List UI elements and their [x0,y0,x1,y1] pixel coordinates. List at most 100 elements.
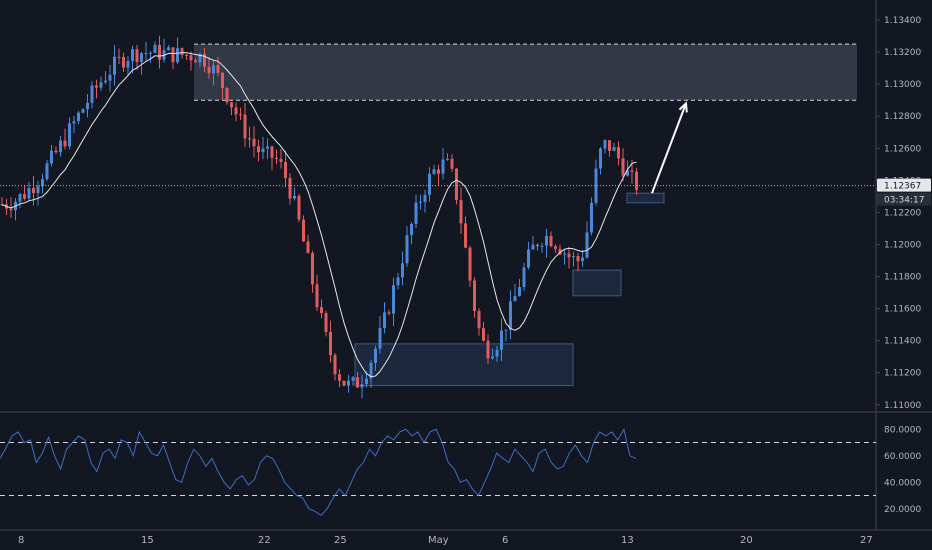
candle-body[interactable] [135,49,139,63]
candle-body[interactable] [167,47,170,51]
supply-zone[interactable] [194,44,857,101]
candle-body[interactable] [50,150,53,164]
candle-body[interactable] [180,48,184,55]
candle-body[interactable] [450,158,454,169]
candle-body[interactable] [369,362,373,379]
candle-body[interactable] [144,52,148,54]
candle-body[interactable] [108,74,112,81]
candle-body[interactable] [509,301,512,330]
candle-body[interactable] [518,286,521,296]
candle-body[interactable] [284,162,287,178]
candle-body[interactable] [324,313,328,332]
candle-body[interactable] [104,80,107,83]
candle-body[interactable] [455,168,458,200]
candle-body[interactable] [63,140,67,147]
candle-body[interactable] [212,65,215,74]
candle-body[interactable] [626,170,629,176]
candle-body[interactable] [405,235,409,264]
candle-body[interactable] [396,277,400,286]
candle-body[interactable] [302,219,305,242]
candle-body[interactable] [68,123,71,147]
candle-body[interactable] [392,285,395,314]
candle-body[interactable] [306,241,310,254]
candle-body[interactable] [383,312,386,328]
candle-body[interactable] [203,54,206,67]
candle-body[interactable] [612,147,616,151]
candle-body[interactable] [486,340,490,359]
candle-body[interactable] [482,328,485,341]
candle-body[interactable] [536,244,539,247]
candle-body[interactable] [549,235,553,247]
candle-body[interactable] [90,85,94,103]
candle-body[interactable] [356,377,359,388]
candle-body[interactable] [410,223,413,236]
candle-body[interactable] [522,267,526,287]
candle-body[interactable] [23,194,26,199]
demand-zone-1[interactable] [354,343,574,387]
candle-body[interactable] [248,138,251,140]
candle-body[interactable] [504,329,508,331]
candle-body[interactable] [198,54,202,63]
candle-body[interactable] [414,202,418,224]
candle-body[interactable] [572,256,575,258]
candle-body[interactable] [365,378,368,385]
candle-body[interactable] [635,171,638,190]
candle-body[interactable] [86,102,89,110]
candle-body[interactable] [149,52,152,54]
candle-body[interactable] [189,55,193,61]
candle-body[interactable] [99,82,103,88]
candle-body[interactable] [419,201,422,203]
candle-body[interactable] [18,194,22,202]
candle-body[interactable] [464,223,467,248]
candle-body[interactable] [630,170,634,172]
candle-body[interactable] [216,65,220,73]
candle-body[interactable] [275,157,278,159]
candle-body[interactable] [495,349,499,357]
candle-body[interactable] [531,244,535,250]
candle-body[interactable] [81,109,85,113]
candle-body[interactable] [423,194,427,202]
candle-body[interactable] [171,47,175,63]
candle-body[interactable] [473,280,476,312]
candle-body[interactable] [567,253,571,258]
candle-body[interactable] [131,49,134,62]
candle-body[interactable] [153,44,157,53]
candle-body[interactable] [603,140,607,149]
candle-body[interactable] [351,377,355,381]
candle-body[interactable] [329,331,332,356]
candle-body[interactable] [491,356,494,359]
candle-body[interactable] [158,44,161,60]
candle-body[interactable] [608,140,611,151]
candle-body[interactable] [185,54,188,56]
candle-body[interactable] [468,247,472,281]
candle-body[interactable] [342,380,346,386]
candle-body[interactable] [9,208,13,211]
candle-body[interactable] [446,158,449,160]
candle-body[interactable] [45,163,49,180]
demand-zone-2[interactable] [572,269,622,297]
candle-body[interactable] [261,148,265,153]
candle-body[interactable] [500,330,503,350]
candle-body[interactable] [432,169,436,174]
candle-body[interactable] [288,177,292,199]
candle-body[interactable] [126,61,130,68]
candle-body[interactable] [257,146,260,153]
candle-body[interactable] [347,380,350,386]
candle-body[interactable] [225,87,229,103]
candle-body[interactable] [234,107,238,115]
candle-body[interactable] [477,311,481,329]
candle-body[interactable] [207,66,211,74]
candle-body[interactable] [563,253,566,255]
candle-body[interactable] [36,186,40,194]
candle-body[interactable] [140,53,143,63]
candle-body[interactable] [387,312,391,314]
candle-body[interactable] [590,202,593,233]
candle-body[interactable] [599,148,602,169]
candle-body[interactable] [617,147,620,159]
candle-body[interactable] [293,195,296,199]
candle-body[interactable] [374,348,377,363]
candle-body[interactable] [333,355,337,375]
candle-body[interactable] [243,114,247,139]
